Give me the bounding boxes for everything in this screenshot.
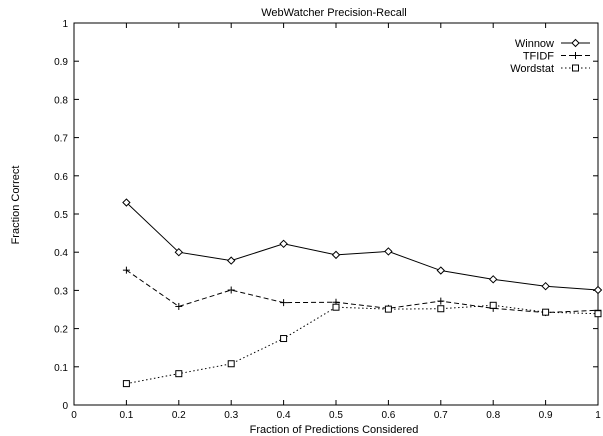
x-tick-label: 0.3 — [224, 410, 238, 421]
series-line-wordstat — [126, 304, 599, 385]
x-tick-label: 0.6 — [381, 410, 395, 421]
series-line-tfidf — [126, 269, 599, 314]
data-point-diamond — [174, 247, 184, 257]
legend-label: TFIDF — [523, 51, 554, 63]
x-tick-label: 1 — [595, 410, 601, 421]
x-tick-label: 0 — [71, 410, 77, 421]
y-tick-label: 0.4 — [54, 248, 68, 259]
x-tick-label: 0.8 — [486, 410, 500, 421]
y-tick-label: 0.3 — [54, 286, 68, 297]
y-tick-label: 0 — [62, 401, 68, 412]
series-wordstat — [122, 301, 602, 388]
data-point-diamond — [488, 275, 498, 284]
y-tick-label: 0.9 — [54, 57, 68, 68]
data-point-square — [175, 370, 183, 378]
x-tick-label: 0.9 — [539, 410, 553, 421]
data-point-plus — [175, 302, 183, 310]
x-tick-label: 0.5 — [329, 410, 343, 421]
chart-title: WebWatcher Precision-Recall — [261, 7, 407, 19]
data-point-square — [280, 335, 288, 343]
x-tick-label: 0.1 — [119, 410, 133, 421]
data-point-square — [594, 310, 602, 318]
data-point-square — [227, 360, 235, 368]
data-point-plus — [437, 297, 445, 305]
legend-label: Winnow — [515, 38, 554, 50]
data-point-plus — [122, 266, 130, 274]
x-tick-label: 0.2 — [172, 410, 186, 421]
data-point-square — [437, 305, 445, 313]
data-point-diamond — [593, 285, 603, 295]
data-point-plus — [227, 286, 235, 294]
plot-frame — [73, 22, 599, 406]
x-axis-label: Fraction of Predictions Considered — [250, 424, 419, 436]
legend-entry-winnow: Winnow — [515, 38, 590, 50]
axis-ticks: 0 0.1 0.2 0.3 0.4 0.5 0.6 0.7 0.8 0.9 1 0 0.1 0.2 0.3 0… — [54, 19, 601, 421]
y-tick-label: 0.6 — [54, 172, 68, 183]
data-point-square — [489, 301, 497, 309]
series-line-winnow — [126, 202, 599, 291]
y-axis-label: Fraction Correct — [10, 166, 22, 245]
x-tick-label: 0.7 — [434, 410, 448, 421]
y-tick-label: 0.7 — [54, 134, 68, 145]
data-point-diamond — [541, 281, 550, 291]
series-layer — [122, 198, 603, 388]
y-tick-label: 0.2 — [54, 325, 68, 336]
data-point-diamond — [279, 239, 288, 249]
series-winnow — [122, 198, 603, 295]
data-point-plus — [572, 52, 579, 59]
y-tick-label: 0.8 — [54, 95, 68, 106]
y-tick-label: 0.1 — [54, 363, 68, 374]
data-point-diamond — [436, 266, 446, 275]
legend-label: Wordstat — [510, 63, 554, 75]
y-tick-label: 0.5 — [54, 210, 68, 221]
data-point-diamond — [384, 247, 393, 256]
y-tick-label: 1 — [62, 19, 68, 30]
data-point-diamond — [331, 250, 341, 260]
data-point-square — [572, 64, 579, 72]
data-point-square — [332, 303, 340, 311]
data-point-diamond — [226, 256, 236, 265]
data-point-square — [384, 305, 392, 313]
data-point-square — [122, 380, 130, 388]
data-point-diamond — [122, 198, 131, 207]
data-point-square — [542, 308, 550, 316]
data-point-diamond — [571, 38, 580, 48]
legend-entry-wordstat: Wordstat — [510, 63, 590, 75]
legend-entry-tfidf: TFIDF — [523, 51, 590, 63]
x-tick-label: 0.4 — [277, 410, 291, 421]
data-point-plus — [280, 299, 288, 307]
